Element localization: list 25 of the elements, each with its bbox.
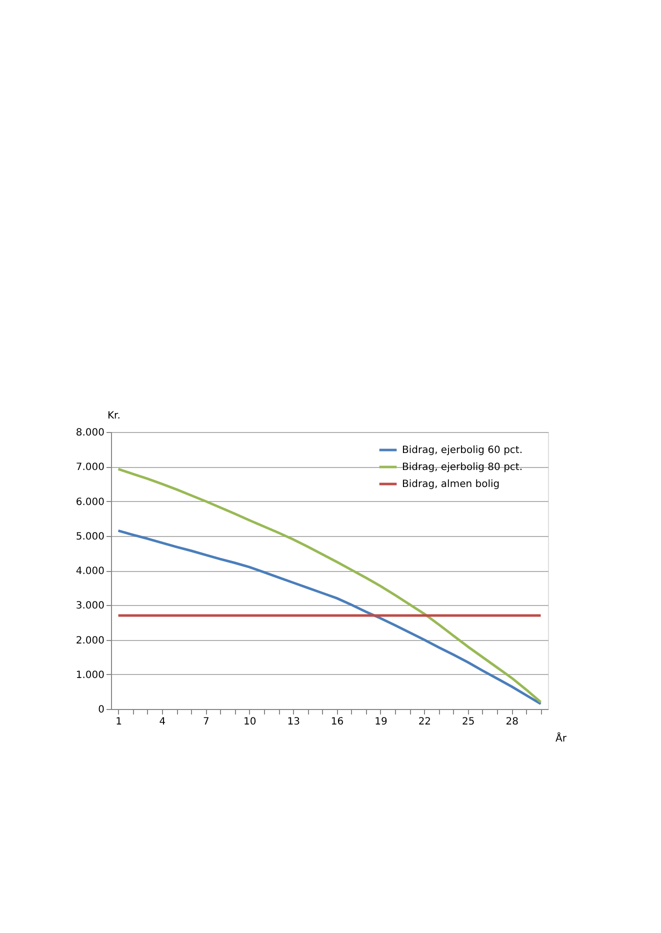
y-tick-label: 1.000 (76, 670, 104, 681)
y-tick-label: 5.000 (76, 531, 104, 542)
y-tick-label: 6.000 (76, 496, 104, 508)
x-tick-label: 13 (287, 716, 300, 728)
line-series (117, 529, 542, 706)
legend-label: Bidrag, almen bolig (402, 479, 500, 490)
x-tick-label: 25 (462, 716, 475, 728)
legend-label: Bidrag, ejerbolig 80 pct. (402, 462, 523, 473)
x-tick-label: 22 (418, 716, 432, 728)
y-tick-label: 0 (98, 704, 104, 716)
y-axis-title: Kr. (108, 410, 120, 422)
y-tick-label: 2.000 (76, 635, 104, 646)
x-tick-label: 1 (116, 716, 122, 728)
x-tick-label: 10 (244, 716, 256, 728)
x-tick-label: 7 (202, 716, 210, 728)
y-tick-label: 4.000 (76, 566, 104, 577)
x-tick-label: 4 (159, 716, 166, 728)
y-tick-label: 7.000 (76, 462, 104, 474)
x-axis-title: År (556, 732, 568, 744)
legend-label: Bidrag, ejerbolig 60 pct. (402, 445, 523, 456)
x-tick-label: 28 (506, 716, 518, 728)
x-tick-label: 16 (330, 716, 344, 728)
y-tick-label: 3.000 (76, 600, 104, 612)
x-tick-label: 19 (374, 716, 388, 728)
y-tick-label: 8.000 (76, 428, 104, 438)
